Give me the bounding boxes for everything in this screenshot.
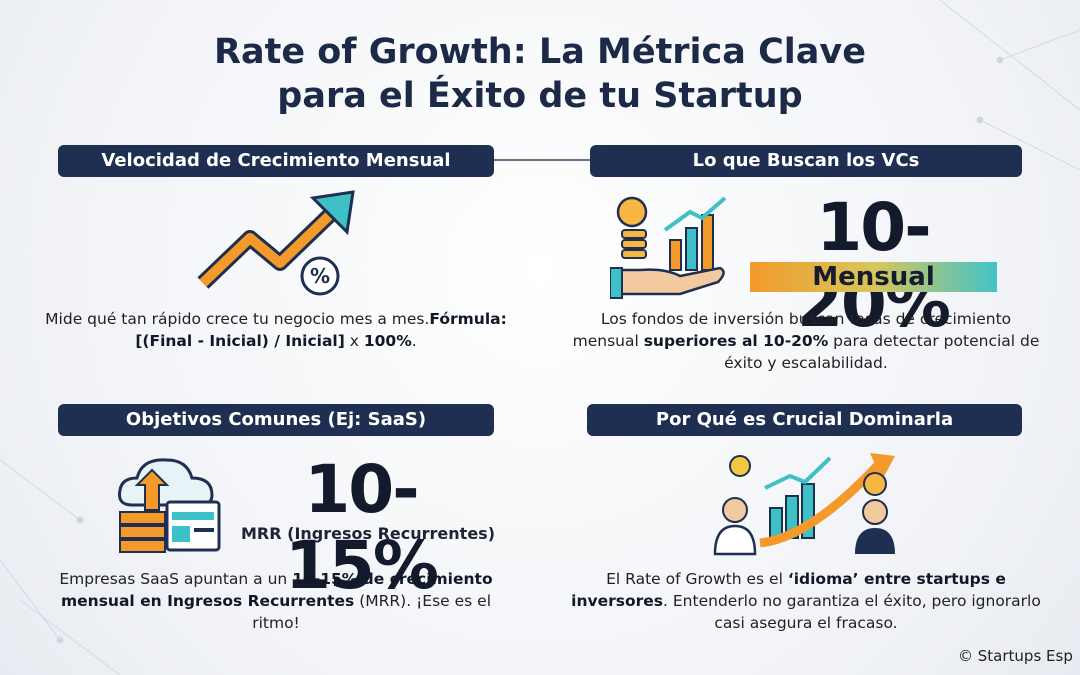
panel-heading: Lo que Buscan los VCs [590,145,1022,177]
investment-icon [610,196,727,299]
panel-body: Los fondos de inversión buscan tasas de … [570,308,1042,374]
growth-arrow-icon: % [197,190,355,296]
body-text: . [411,332,417,350]
panel-heading: Objetivos Comunes (Ej: SaaS) [58,404,494,436]
panel-heading: Velocidad de Crecimiento Mensual [58,145,494,177]
title-line: para el Éxito de tu Startup [277,76,803,116]
body-text: x [344,332,364,350]
stat-value: 10-20% [797,189,951,342]
stat-label: Mensual [750,262,997,292]
body-text: Los fondos de inversión buscan tasas de … [572,310,1012,350]
body-text: Mide qué tan rápido crece tu negocio mes… [45,310,430,328]
body-text: superiores al 10-20% [643,332,829,350]
body-text: 100% [363,332,412,350]
body-text: (MRR). ¡Ese es el ritmo! [252,592,491,632]
footer: © Startups Esp [958,647,1073,665]
panel-body: El Rate of Growth es el ‘idioma’ entre s… [570,568,1042,634]
body-text: . Entenderlo no garantiza el éxito, pero… [663,592,1041,632]
panel-body: Empresas SaaS apuntan a un 10-15% de cre… [50,568,502,634]
panel-heading: Por Qué es Crucial Dominarla [587,404,1022,436]
saas-icon [118,458,221,553]
crucial-icon [713,453,895,556]
stat-value: 10-15% [285,451,439,604]
svg-text:%: % [310,264,330,288]
panel-body: Mide qué tan rápido crece tu negocio mes… [40,308,512,352]
body-text: Fórmula: [(Final - Inicial) / Inicial] [135,310,507,350]
stat-label: MRR (Ingresos Recurrentes) [241,524,495,543]
title-line: Rate of Growth: La Métrica Clave [214,32,866,72]
body-text: 10-15% de crecimiento mensual en Ingreso… [61,570,493,610]
body-text: para detectar potencial de éxito y escal… [724,332,1040,372]
body-text: Empresas SaaS apuntan a un [59,570,293,588]
body-text: El Rate of Growth es el [606,570,788,588]
body-text: ‘idioma’ entre startups e inversores [571,570,1006,610]
